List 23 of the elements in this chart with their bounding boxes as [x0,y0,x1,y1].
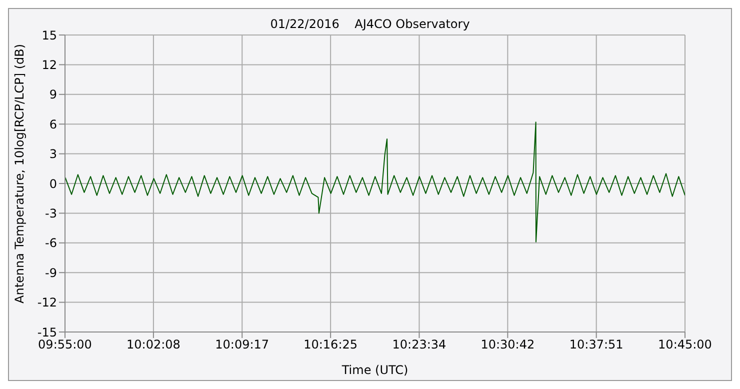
y-tick-label: -3 [45,206,57,220]
y-tick-label: -12 [37,296,57,310]
x-tick-label: 09:55:00 [38,338,92,352]
chart-title: 01/22/2016 AJ4CO Observatory [270,17,470,31]
y-tick-label: 0 [49,176,57,191]
x-axis-title: Time (UTC) [340,363,408,377]
x-tick-label: 10:30:42 [480,338,535,352]
y-axis-title: Antenna Temperature, 10log[RCP/LCP] (dB) [12,44,26,304]
y-tick-label: -9 [45,266,57,280]
x-tick-label: 10:23:34 [392,338,446,352]
y-tick-label: -6 [45,236,57,250]
line-series [65,122,685,242]
y-tick-label: -15 [37,325,57,340]
y-tick-label: 6 [49,117,57,132]
y-tick-label: 3 [49,147,57,162]
x-tick-label: 10:16:25 [304,338,358,352]
y-tick-label: 15 [42,28,57,42]
x-tick-label: 10:37:51 [569,338,624,352]
y-tick-label: 9 [49,88,57,102]
x-tick-label: 10:45:00 [658,338,712,352]
x-tick-label: 10:02:08 [126,338,180,352]
y-tick-label: 12 [42,58,57,72]
x-tick-label: 10:09:17 [215,338,270,352]
